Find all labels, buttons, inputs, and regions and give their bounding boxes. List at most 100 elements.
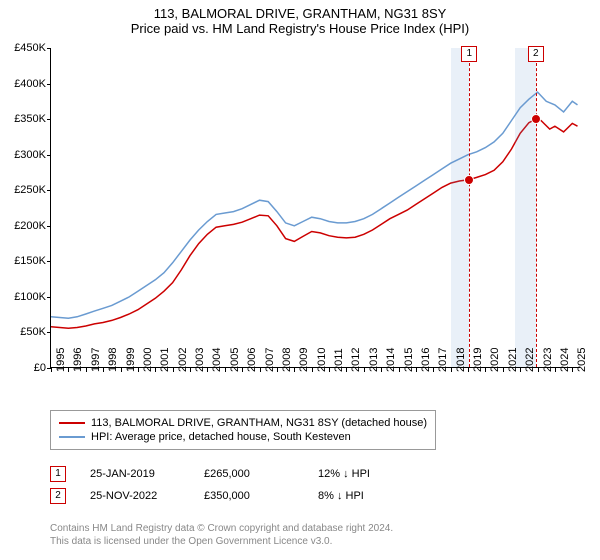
sale-date: 25-NOV-2022 — [90, 490, 180, 502]
x-axis-tick — [399, 368, 400, 372]
y-axis-label: £450K — [2, 42, 46, 54]
x-axis-tick — [260, 368, 261, 372]
y-axis-tick — [47, 261, 51, 262]
sale-marker-dot — [531, 114, 541, 124]
footer-attribution: Contains HM Land Registry data © Crown c… — [50, 522, 393, 548]
x-axis-tick — [381, 368, 382, 372]
sale-price: £265,000 — [204, 468, 294, 480]
y-axis-label: £50K — [2, 326, 46, 338]
x-axis-tick — [294, 368, 295, 372]
chart-plot: £0£50K£100K£150K£200K£250K£300K£350K£400… — [50, 48, 580, 368]
sale-marker-badge: 2 — [528, 46, 544, 62]
x-axis-label: 2009 — [298, 348, 310, 372]
y-axis-label: £150K — [2, 255, 46, 267]
x-axis-label: 1997 — [90, 348, 102, 372]
x-axis-tick — [416, 368, 417, 372]
y-axis-label: £200K — [2, 220, 46, 232]
y-axis-tick — [47, 332, 51, 333]
x-axis-tick — [433, 368, 434, 372]
y-axis-tick — [47, 119, 51, 120]
legend-label: 113, BALMORAL DRIVE, GRANTHAM, NG31 8SY … — [91, 417, 427, 429]
y-axis-label: £250K — [2, 184, 46, 196]
footer-line: Contains HM Land Registry data © Crown c… — [50, 522, 393, 535]
x-axis-label: 2010 — [316, 348, 328, 372]
x-axis-label: 1998 — [107, 348, 119, 372]
x-axis-label: 2025 — [576, 348, 588, 372]
x-axis-label: 2021 — [507, 348, 519, 372]
x-axis-tick — [451, 368, 452, 372]
x-axis-label: 2019 — [472, 348, 484, 372]
legend-swatch — [59, 436, 85, 438]
x-axis-tick — [572, 368, 573, 372]
x-axis-tick — [190, 368, 191, 372]
x-axis-tick — [329, 368, 330, 372]
x-axis-label: 2007 — [264, 348, 276, 372]
legend-swatch — [59, 422, 85, 424]
y-axis-label: £100K — [2, 291, 46, 303]
x-axis-tick — [155, 368, 156, 372]
x-axis-label: 2006 — [246, 348, 258, 372]
sale-period-shading — [451, 48, 470, 367]
legend: 113, BALMORAL DRIVE, GRANTHAM, NG31 8SY … — [50, 410, 580, 450]
y-axis-tick — [47, 190, 51, 191]
y-axis-tick — [47, 155, 51, 156]
plot-svg — [51, 48, 581, 368]
sale-marker-badge: 1 — [461, 46, 477, 62]
x-axis-label: 1995 — [55, 348, 67, 372]
legend-label: HPI: Average price, detached house, Sout… — [91, 431, 351, 443]
sale-date: 25-JAN-2019 — [90, 468, 180, 480]
y-axis-tick — [47, 226, 51, 227]
x-axis-tick — [242, 368, 243, 372]
sale-index-badge: 2 — [50, 488, 66, 504]
x-axis-label: 2018 — [455, 348, 467, 372]
sale-marker-line — [469, 48, 470, 367]
plot-area: £0£50K£100K£150K£200K£250K£300K£350K£400… — [50, 48, 580, 368]
x-axis-tick — [520, 368, 521, 372]
x-axis-tick — [138, 368, 139, 372]
legend-row: 113, BALMORAL DRIVE, GRANTHAM, NG31 8SY … — [59, 417, 427, 429]
sale-marker-line — [536, 48, 537, 367]
x-axis-tick — [364, 368, 365, 372]
title-subtitle: Price paid vs. HM Land Registry's House … — [0, 21, 600, 36]
x-axis-label: 2000 — [142, 348, 154, 372]
x-axis-tick — [277, 368, 278, 372]
series-hpi — [51, 92, 578, 318]
x-axis-tick — [103, 368, 104, 372]
y-axis-label: £350K — [2, 113, 46, 125]
x-axis-label: 2024 — [559, 348, 571, 372]
sale-row: 1 25-JAN-2019 £265,000 12% ↓ HPI — [50, 466, 408, 482]
x-axis-tick — [68, 368, 69, 372]
x-axis-label: 2022 — [524, 348, 536, 372]
y-axis-label: £300K — [2, 149, 46, 161]
x-axis-label: 2011 — [333, 348, 345, 372]
x-axis-tick — [173, 368, 174, 372]
x-axis-label: 1996 — [72, 348, 84, 372]
x-axis-label: 2003 — [194, 348, 206, 372]
x-axis-label: 2015 — [403, 348, 415, 372]
x-axis-label: 2004 — [211, 348, 223, 372]
x-axis-label: 2016 — [420, 348, 432, 372]
x-axis-label: 2020 — [489, 348, 501, 372]
sale-hpi-diff: 12% ↓ HPI — [318, 468, 408, 480]
sale-marker-dot — [464, 175, 474, 185]
sale-price: £350,000 — [204, 490, 294, 502]
x-axis-tick — [121, 368, 122, 372]
y-axis-tick — [47, 84, 51, 85]
x-axis-label: 2001 — [159, 348, 171, 372]
sale-index-badge: 1 — [50, 466, 66, 482]
sale-row: 225-NOV-2022£350,0008% ↓ HPI — [50, 488, 408, 504]
legend-box: 113, BALMORAL DRIVE, GRANTHAM, NG31 8SY … — [50, 410, 436, 450]
x-axis-tick — [346, 368, 347, 372]
sales-table: 1 25-JAN-2019 £265,000 12% ↓ HPI 2 25-NOV-202… — [50, 460, 408, 510]
x-axis-tick — [538, 368, 539, 372]
x-axis-tick — [225, 368, 226, 372]
sale-period-shading — [515, 48, 536, 367]
x-axis-tick — [503, 368, 504, 372]
x-axis-label: 2012 — [350, 348, 362, 372]
chart-titles: 113, BALMORAL DRIVE, GRANTHAM, NG31 8SY … — [0, 0, 600, 36]
x-axis-label: 2002 — [177, 348, 189, 372]
x-axis-label: 2017 — [437, 348, 449, 372]
title-address: 113, BALMORAL DRIVE, GRANTHAM, NG31 8SY — [0, 6, 600, 21]
x-axis-tick — [485, 368, 486, 372]
footer-line: This data is licensed under the Open Gov… — [50, 535, 393, 548]
